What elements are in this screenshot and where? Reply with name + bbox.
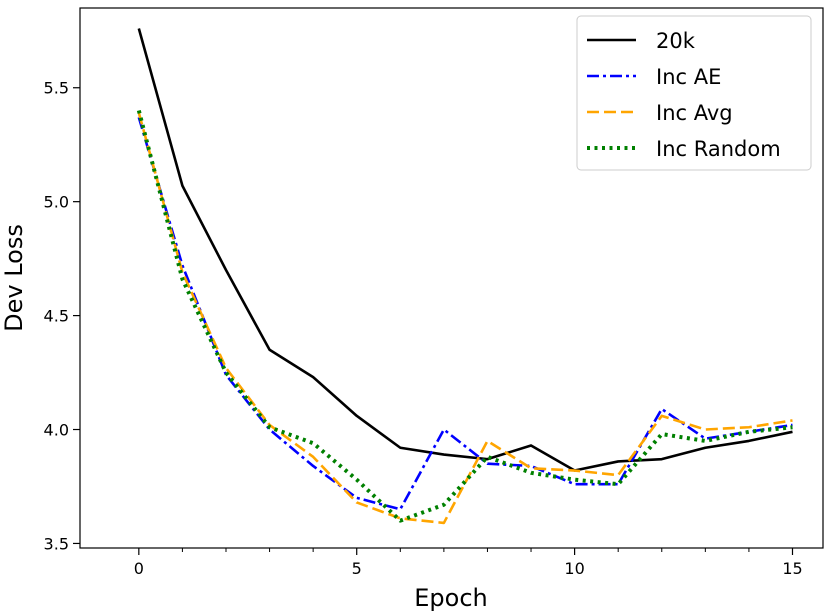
x-tick-label: 10 [564,559,584,578]
legend-frame [576,15,812,171]
x-tick-label: 0 [134,559,144,578]
series-line [137,112,793,525]
x-axis-label: Epoch [414,584,488,612]
y-tick-label: 3.5 [44,534,69,553]
legend-label: 20k [656,29,696,53]
series-layer [136,28,793,525]
legend-label: Inc AE [656,65,721,89]
y-tick-label: 4.0 [44,421,69,440]
ticks-layer: 0 5 10 15 3.5 4.0 4.5 5.0 5.5 [44,79,803,578]
legend: 20k Inc AE Inc Avg Inc Random [576,15,812,171]
legend-label: Inc Random [656,137,781,161]
series-line [137,28,793,472]
legend-label: Inc Avg [656,101,733,125]
y-tick-label: 4.5 [44,307,69,326]
y-axis-label: Dev Loss [0,224,28,332]
plot-frame [79,7,824,549]
series-line [136,110,793,523]
x-tick-label: 5 [352,559,362,578]
y-tick-label: 5.5 [44,79,69,98]
y-tick-label: 5.0 [44,193,69,212]
x-tick-label: 15 [782,559,802,578]
